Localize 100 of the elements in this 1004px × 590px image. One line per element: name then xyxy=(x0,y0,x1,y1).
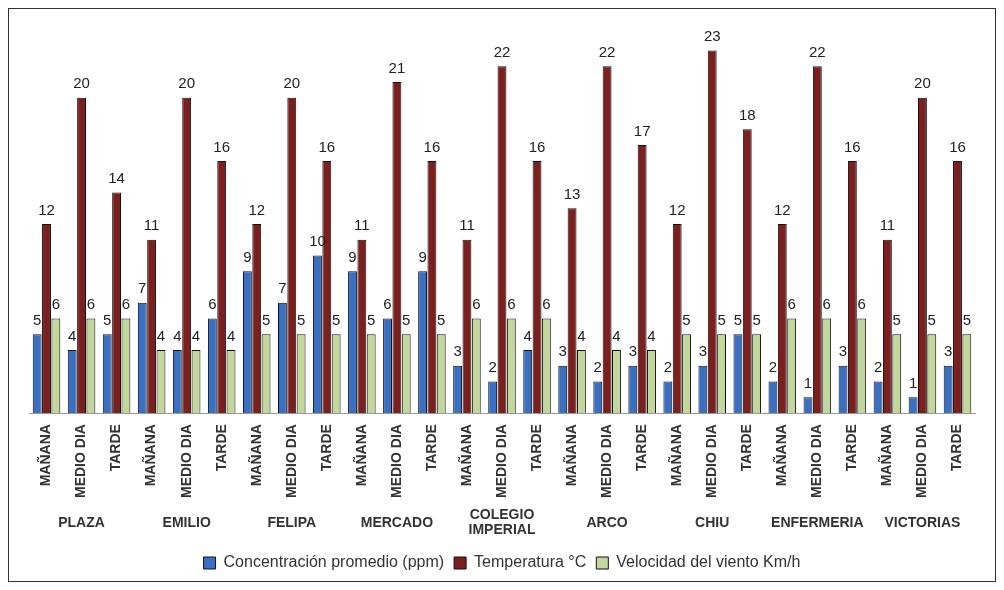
x-tick-label: MEDIO DIA xyxy=(492,424,509,498)
data-label: 5 xyxy=(437,310,446,328)
data-label: 4 xyxy=(577,326,586,344)
data-label: 6 xyxy=(208,295,217,313)
x-tick-label: MAÑANA xyxy=(772,424,790,487)
data-label: 4 xyxy=(156,326,166,344)
data-label: 21 xyxy=(388,58,406,76)
x-tick-label: MAÑANA xyxy=(36,424,54,487)
data-label: 3 xyxy=(698,342,708,360)
data-label: 4 xyxy=(226,326,236,344)
data-label: 6 xyxy=(383,295,392,313)
text: FELIPA xyxy=(267,513,317,530)
text: EMILIO xyxy=(162,513,211,530)
data-label: 7 xyxy=(138,279,147,297)
x-tick-label: TARDE xyxy=(633,424,650,472)
legend-label: Temperatura °C xyxy=(474,553,587,571)
data-label: 3 xyxy=(943,342,953,360)
x-tick-label: MAÑANA xyxy=(456,424,474,487)
data-label: 2 xyxy=(488,358,497,376)
data-label: 4 xyxy=(173,326,182,344)
x-tick-label: MAÑANA xyxy=(141,424,159,487)
data-label: 22 xyxy=(493,42,511,60)
data-label: 20 xyxy=(914,74,931,92)
data-label: 5 xyxy=(261,310,271,328)
data-label: 17 xyxy=(633,121,651,139)
data-label: 5 xyxy=(33,310,42,328)
data-label: 16 xyxy=(213,137,231,155)
data-label: 5 xyxy=(733,310,743,328)
data-label: 22 xyxy=(808,42,826,60)
data-label: 5 xyxy=(682,310,691,328)
x-tick-label: TARDE xyxy=(843,424,860,472)
data-label: 4 xyxy=(191,326,201,344)
data-label: 9 xyxy=(418,247,427,265)
data-label: 5 xyxy=(892,310,901,328)
data-label: 14 xyxy=(108,169,125,187)
x-tick-label: MAÑANA xyxy=(667,424,685,487)
data-label: 13 xyxy=(563,184,581,202)
x-tick-label: TARDE xyxy=(948,424,965,472)
x-tick-label: MEDIO DIA xyxy=(808,424,825,498)
text: VICTORIAS xyxy=(884,513,961,530)
data-label: 9 xyxy=(348,247,357,265)
x-tick-label: MEDIO DIA xyxy=(72,424,89,498)
text: ENFERMERIA xyxy=(771,513,864,530)
data-label: 2 xyxy=(768,358,778,376)
data-label: 6 xyxy=(86,295,96,313)
data-label: 12 xyxy=(38,200,55,218)
data-label: 20 xyxy=(283,74,301,92)
data-label: 6 xyxy=(542,295,551,313)
data-label: 6 xyxy=(787,295,796,313)
data-label: 5 xyxy=(367,310,376,328)
x-tick-label: TARDE xyxy=(527,424,544,472)
data-label: 5 xyxy=(717,310,726,328)
x-tick-label: MAÑANA xyxy=(561,424,579,487)
data-label: 2 xyxy=(873,358,883,376)
legend-label: Velocidad del viento Km/h xyxy=(616,553,801,571)
data-label: 4 xyxy=(612,326,621,344)
data-label: 3 xyxy=(558,342,567,360)
x-tick-label: MAÑANA xyxy=(877,424,895,487)
x-tick-label: TARDE xyxy=(107,424,124,472)
data-label: 11 xyxy=(354,216,370,234)
data-label: 3 xyxy=(838,342,848,360)
data-label: 3 xyxy=(453,342,462,360)
data-label: 7 xyxy=(278,279,287,297)
text: PLAZA xyxy=(58,513,105,530)
x-tick-label: MEDIO DIA xyxy=(913,424,930,498)
data-label: 5 xyxy=(103,310,112,328)
text: ARCO xyxy=(586,513,628,530)
x-tick-label: MAÑANA xyxy=(246,424,264,487)
legend-label: Concentración promedio (ppm) xyxy=(223,553,445,571)
data-label: 12 xyxy=(773,200,791,218)
data-label: 16 xyxy=(318,137,336,155)
x-tick-label: TARDE xyxy=(212,424,229,472)
data-label: 1 xyxy=(803,373,813,391)
x-tick-label: TARDE xyxy=(422,424,439,472)
x-tick-label: MEDIO DIA xyxy=(703,424,720,498)
text: MERCADO xyxy=(360,513,434,530)
data-label: 5 xyxy=(752,310,761,328)
data-label: 5 xyxy=(331,310,341,328)
data-label: 22 xyxy=(598,42,616,60)
data-label: 5 xyxy=(962,310,971,328)
data-label: 12 xyxy=(248,200,266,218)
data-label: 4 xyxy=(68,326,77,344)
x-tick-label: TARDE xyxy=(317,424,334,472)
text: COLEGIO IMPERIAL xyxy=(468,506,536,538)
data-label: 11 xyxy=(879,216,896,234)
data-label: 20 xyxy=(73,74,90,92)
data-label: 6 xyxy=(121,295,131,313)
x-tick-label: MEDIO DIA xyxy=(177,424,194,498)
data-label: 6 xyxy=(51,295,61,313)
x-tick-label: MEDIO DIA xyxy=(597,424,614,498)
data-label: 23 xyxy=(703,27,721,45)
x-tick-label: TARDE xyxy=(738,424,755,472)
x-tick-label: MEDIO DIA xyxy=(387,424,404,498)
x-tick-label: MAÑANA xyxy=(351,424,369,487)
data-label: 16 xyxy=(528,137,546,155)
data-label: 4 xyxy=(647,326,656,344)
data-label: 9 xyxy=(243,247,252,265)
data-label: 5 xyxy=(402,310,411,328)
data-label: 5 xyxy=(296,310,306,328)
data-label: 2 xyxy=(593,358,602,376)
